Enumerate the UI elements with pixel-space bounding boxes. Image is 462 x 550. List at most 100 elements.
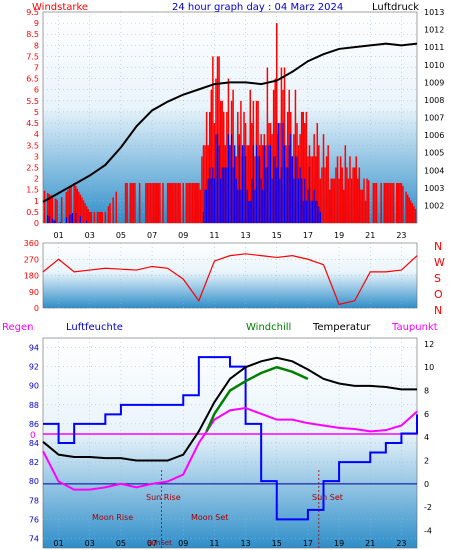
- p1-left-tick-label: 0.5: [26, 208, 39, 217]
- p2-tick-label: 360: [24, 239, 39, 248]
- p1-x-tick-label: 19: [334, 231, 344, 240]
- legend-temperature: Temperatur: [312, 322, 371, 333]
- humidity-line: [43, 356, 418, 521]
- p1-left-tick-label: 7: [34, 64, 39, 73]
- p3-left-tick-label: 90: [29, 382, 39, 391]
- legend-dewpoint: Taupunkt: [391, 322, 438, 333]
- p3-left-tick-label: 94: [29, 344, 39, 353]
- p1-left-tick-label: 3: [34, 152, 39, 161]
- wind-bars: [43, 23, 417, 223]
- series-lines: [42, 42, 418, 521]
- p3-right-tick-label: 4: [424, 433, 429, 442]
- p1-left-tick-label: 2: [34, 175, 39, 184]
- p1-right-tick-label: 1012: [424, 26, 444, 35]
- p3-x-tick-label: 23: [396, 539, 406, 548]
- p1-x-tick-label: 15: [272, 231, 282, 240]
- p3-right-tick-label: 8: [424, 387, 429, 396]
- p1-right-tick-label: 1007: [424, 114, 444, 123]
- legend-windchill: Windchill: [246, 322, 291, 333]
- p1-left-tick-label: 8.5: [26, 30, 39, 39]
- pressure-line: [42, 42, 418, 203]
- p3-x-tick-label: 07: [147, 539, 157, 548]
- p1-right-tick-label: 1009: [424, 78, 444, 87]
- p3-x-tick-label: 15: [272, 539, 282, 548]
- annotation-sunset-small: SunSet: [147, 539, 172, 547]
- p2-tick-label: 180: [24, 272, 39, 281]
- p1-left-tick-label: 1: [34, 197, 39, 206]
- p3-x-tick-label: 03: [85, 539, 95, 548]
- annotation-sun-rise: Sun Rise: [146, 493, 181, 502]
- p3-right-tick-label: 2: [424, 457, 429, 466]
- p1-right-tick-label: 1011: [424, 43, 444, 52]
- p3-left-tick-label: 76: [29, 515, 39, 524]
- p3-left-tick-label: 88: [29, 401, 39, 410]
- p1-left-tick-label: 4: [34, 130, 39, 139]
- p3-right-tick-label: 12: [424, 340, 434, 349]
- p1-left-tick-label: 1.5: [26, 186, 39, 195]
- p3-left-tick-label: 86: [29, 420, 39, 429]
- p2-tick-label: 270: [24, 255, 39, 264]
- right-axis-title: Luftdruck: [372, 2, 419, 13]
- dir-letter-w: W: [434, 256, 445, 269]
- p2-tick-label: 0: [34, 304, 39, 313]
- p1-x-tick-label: 09: [178, 231, 188, 240]
- p3-right-tick-label: -2: [424, 503, 432, 512]
- windchill-line: [205, 365, 309, 432]
- p1-x-tick-label: 17: [303, 231, 313, 240]
- legend-humidity: Luftfeuchte: [66, 322, 123, 333]
- p1-right-tick-label: 1003: [424, 184, 444, 193]
- p1-x-tick-label: 11: [209, 231, 219, 240]
- p3-left-tick-label: 74: [29, 534, 39, 543]
- p1-left-tick-label: 0: [34, 219, 39, 228]
- p1-left-tick-label: 3.5: [26, 141, 39, 150]
- p1-left-tick-label: 8: [34, 41, 39, 50]
- p1-x-tick-label: 23: [396, 231, 406, 240]
- axis-labels: 0 0.5 1 1.5 2 2.5 3 3.5 4 4.5 5 5.5 6 6.5 7 7.5 8 8.5 9 9.5…: [24, 8, 445, 548]
- annotation-moon-rise: Moon Rise: [92, 513, 133, 522]
- p1-x-tick-label: 07: [147, 231, 157, 240]
- p1-right-tick-label: 1004: [424, 166, 444, 175]
- p1-x-tick-label: 05: [116, 231, 126, 240]
- p3-left-tick-label: 80: [29, 477, 39, 486]
- p3-x-tick-label: 05: [116, 539, 126, 548]
- p2-tick-label: 90: [29, 288, 39, 297]
- dir-letter-n-top: N: [434, 240, 442, 253]
- dir-letter-s: S: [434, 272, 441, 285]
- p1-x-tick-label: 13: [240, 231, 250, 240]
- p1-x-tick-label: 01: [53, 231, 63, 240]
- p1-x-tick-label: 03: [85, 231, 95, 240]
- annotation-moon-set: Moon Set: [191, 513, 228, 522]
- panel2-background: [42, 242, 418, 309]
- p1-right-tick-label: 1010: [424, 61, 444, 70]
- p1-left-tick-label: 6: [34, 86, 39, 95]
- p1-right-tick-label: 1006: [424, 131, 444, 140]
- p3-x-tick-label: 21: [365, 539, 375, 548]
- p1-x-tick-label: 21: [365, 231, 375, 240]
- p3-left-tick-label: 78: [29, 496, 39, 505]
- p1-left-tick-label: 4.5: [26, 119, 39, 128]
- wind-direction-line: [42, 253, 418, 306]
- p3-right-tick-label: -4: [424, 527, 432, 536]
- left-axis-title: Windstarke: [32, 2, 88, 13]
- dir-letter-o: O: [434, 288, 443, 301]
- p3-x-tick-label: 17: [303, 539, 313, 548]
- dewpoint-line: [42, 406, 418, 491]
- p3-left-tick-label: 92: [29, 363, 39, 372]
- p3-right-tick-label: 0: [424, 480, 429, 489]
- rain-zero-label: 0: [30, 431, 36, 441]
- p3-x-tick-label: 09: [178, 539, 188, 548]
- p1-right-tick-label: 1008: [424, 96, 444, 105]
- p3-x-tick-label: 13: [240, 539, 250, 548]
- p1-left-tick-label: 2.5: [26, 163, 39, 172]
- p3-x-tick-label: 19: [334, 539, 344, 548]
- chart-title: 24 hour graph day : 04 Marz 2024: [172, 2, 343, 13]
- legend-rain: Regen: [2, 322, 34, 333]
- p1-left-tick-label: 6.5: [26, 75, 39, 84]
- p1-left-tick-label: 9: [34, 19, 39, 28]
- temperature-line: [42, 356, 417, 462]
- p1-left-tick-label: 9.5: [26, 8, 39, 17]
- p3-right-tick-label: 6: [424, 410, 429, 419]
- annotation-sun-set: Sun Set: [312, 493, 343, 502]
- p3-x-tick-label: 01: [53, 539, 63, 548]
